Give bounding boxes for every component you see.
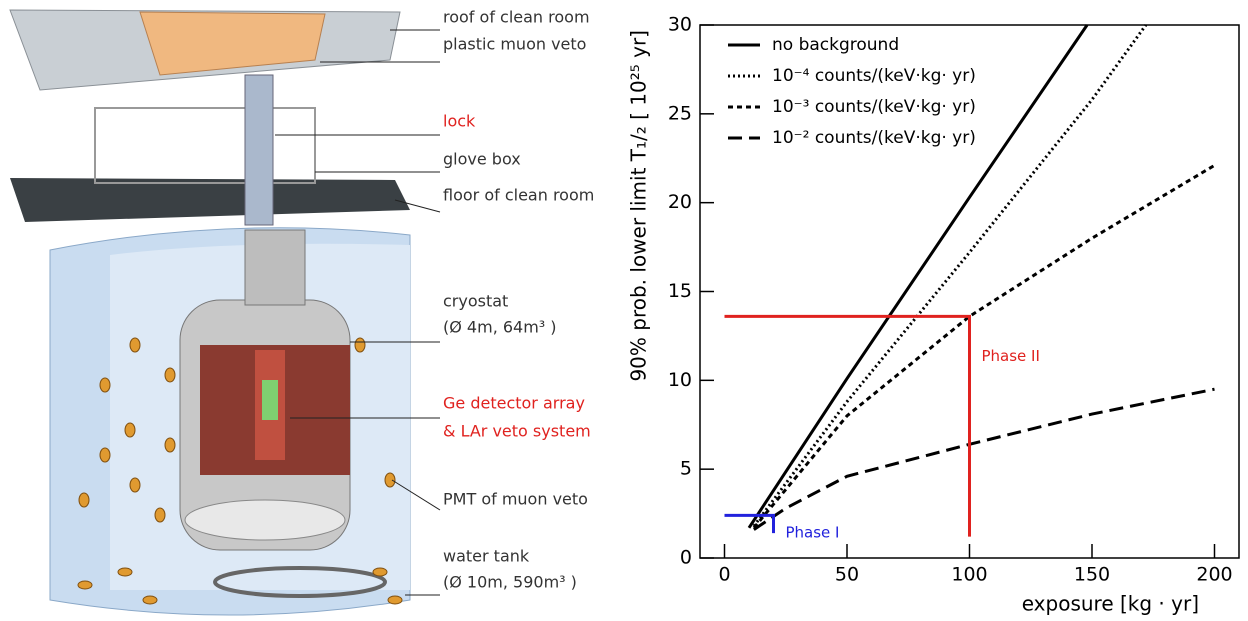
series-line [747,24,1089,529]
phase-label: Phase I [786,524,840,542]
phase-line [724,314,971,537]
muon-veto-panel [139,11,326,76]
lock-tube [244,74,274,226]
diagram-label: lock [443,112,476,131]
x-tick-label: 100 [951,564,987,586]
legend-label: 10⁻⁴ counts/(keV·kg· yr) [772,66,976,86]
phase-line [724,513,775,534]
diagram-label: water tank [443,547,530,566]
x-tick-label: 150 [1074,564,1110,586]
x-axis-label: exposure [kg · yr] [1022,592,1199,616]
phase-label: Phase II [982,347,1040,365]
diagram-label: roof of clean room [443,8,590,27]
ge-detector [262,380,278,420]
apparatus-illustration [9,9,441,616]
y-tick-label: 0 [680,547,692,569]
diagram-label: PMT of muon veto [443,490,588,509]
diagram-label: cryostat [443,292,508,311]
cryostat-bottom [184,499,346,541]
ring [213,566,387,598]
neck [244,229,306,306]
diagram-label: (Ø 4m, 64m³ ) [443,318,557,337]
y-axis-label: 90% prob. lower limit T₁/₂ [ 10²⁵ yr] [627,30,651,382]
diagram-label: plastic muon veto [443,35,586,54]
legend-label: no background [772,35,899,55]
legend-label: 10⁻³ counts/(keV·kg· yr) [772,97,976,117]
y-tick-label: 20 [668,191,692,213]
floor [10,178,410,222]
x-tick-label: 200 [1196,564,1232,586]
leader-lines [275,29,441,596]
series-line [753,387,1215,531]
diagram-label: Ge detector array [443,394,585,413]
diagram-label: (Ø 10m, 590m³ ) [443,573,577,592]
y-tick-label: 5 [680,458,692,480]
y-tick-label: 15 [668,280,692,302]
x-tick-label: 50 [835,564,859,586]
y-tick-label: 10 [668,369,692,391]
diagram-label: glove box [443,150,521,169]
diagram-label: & LAr veto system [443,422,591,441]
diagram-label: floor of clean room [443,186,594,205]
glove-box [94,107,316,184]
y-tick-label: 25 [668,102,692,124]
x-tick-label: 0 [718,564,730,586]
series-line [752,164,1216,529]
y-tick-label: 30 [668,14,692,36]
legend-label: 10⁻² counts/(keV·kg· yr) [772,128,976,148]
